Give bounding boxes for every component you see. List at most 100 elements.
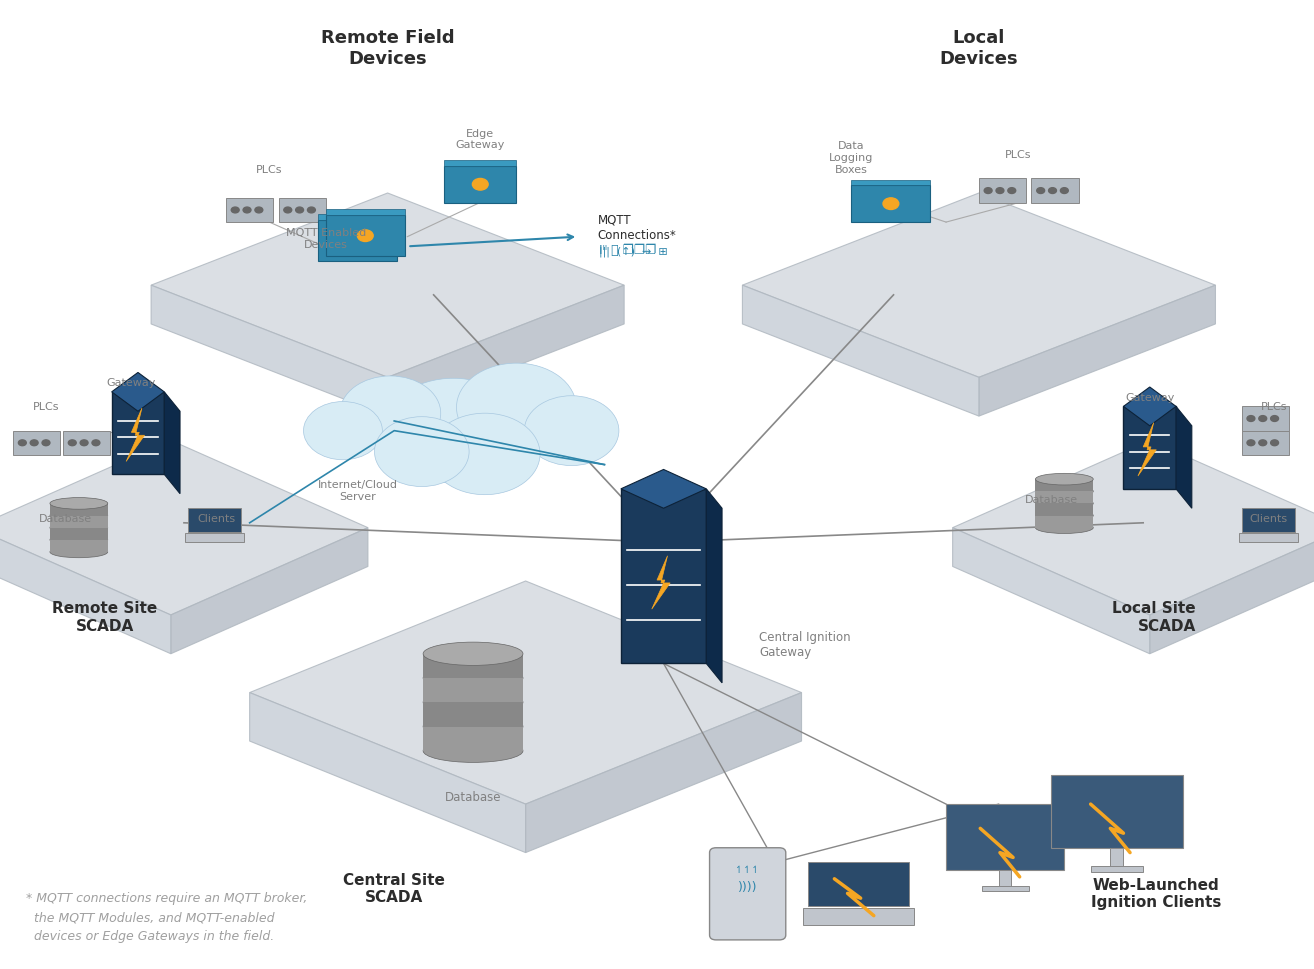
Circle shape: [456, 363, 577, 453]
Circle shape: [382, 379, 524, 484]
FancyBboxPatch shape: [13, 431, 60, 455]
FancyBboxPatch shape: [1123, 407, 1176, 489]
FancyBboxPatch shape: [710, 848, 786, 940]
Bar: [423, 678, 523, 703]
Circle shape: [374, 418, 469, 487]
Text: )))): )))): [738, 880, 757, 893]
Circle shape: [284, 208, 292, 214]
Ellipse shape: [1035, 498, 1093, 510]
Polygon shape: [979, 286, 1215, 417]
Text: Remote Site
SCADA: Remote Site SCADA: [53, 601, 158, 633]
Text: Local Site
SCADA: Local Site SCADA: [1112, 601, 1196, 633]
Circle shape: [80, 441, 88, 446]
Polygon shape: [164, 392, 180, 494]
Polygon shape: [1138, 423, 1156, 477]
Circle shape: [1049, 188, 1056, 195]
FancyBboxPatch shape: [1242, 407, 1289, 431]
Polygon shape: [171, 528, 368, 654]
Ellipse shape: [1035, 522, 1093, 534]
Circle shape: [1247, 417, 1255, 422]
Ellipse shape: [423, 739, 523, 763]
Text: Clients: Clients: [1248, 514, 1288, 523]
FancyBboxPatch shape: [1239, 533, 1298, 543]
Circle shape: [524, 396, 619, 466]
FancyBboxPatch shape: [1031, 179, 1079, 203]
Circle shape: [984, 188, 992, 195]
Polygon shape: [151, 194, 624, 378]
Bar: [318, 215, 397, 221]
Text: Database: Database: [39, 514, 92, 523]
Bar: [1035, 480, 1093, 492]
Circle shape: [340, 377, 440, 451]
Ellipse shape: [1035, 510, 1093, 521]
Text: MQTT Enabled
Devices: MQTT Enabled Devices: [285, 228, 367, 249]
Polygon shape: [0, 441, 368, 615]
Circle shape: [92, 441, 100, 446]
Bar: [982, 887, 1029, 891]
Bar: [851, 180, 930, 186]
Text: PLCs: PLCs: [1261, 402, 1288, 412]
Circle shape: [296, 208, 304, 214]
FancyBboxPatch shape: [1242, 509, 1294, 533]
Text: Local
Devices: Local Devices: [940, 29, 1018, 68]
Circle shape: [1008, 188, 1016, 195]
FancyBboxPatch shape: [188, 509, 242, 533]
Text: Database: Database: [1025, 494, 1077, 504]
Polygon shape: [1176, 407, 1192, 509]
Circle shape: [1060, 188, 1068, 195]
Polygon shape: [126, 409, 145, 462]
Ellipse shape: [50, 522, 108, 534]
Ellipse shape: [50, 535, 108, 547]
Polygon shape: [953, 528, 1150, 654]
Polygon shape: [652, 556, 670, 610]
Text: Data
Logging
Boxes: Data Logging Boxes: [829, 141, 874, 174]
FancyBboxPatch shape: [185, 533, 244, 543]
FancyBboxPatch shape: [851, 186, 930, 223]
Ellipse shape: [423, 715, 523, 738]
Circle shape: [231, 208, 239, 214]
Text: PLCs: PLCs: [256, 165, 283, 174]
Text: Clients: Clients: [197, 514, 237, 523]
FancyBboxPatch shape: [803, 908, 915, 925]
Bar: [1035, 492, 1093, 504]
Polygon shape: [388, 286, 624, 417]
FancyBboxPatch shape: [1242, 431, 1289, 455]
Ellipse shape: [423, 691, 523, 714]
Bar: [444, 161, 516, 167]
Circle shape: [42, 441, 50, 446]
Text: Web-Launched
Ignition Clients: Web-Launched Ignition Clients: [1091, 877, 1222, 909]
FancyBboxPatch shape: [279, 199, 326, 223]
Bar: [423, 727, 523, 751]
Polygon shape: [742, 286, 979, 417]
Circle shape: [350, 235, 365, 247]
Bar: [326, 210, 405, 216]
Circle shape: [1259, 441, 1267, 446]
Bar: [50, 516, 108, 528]
Bar: [1035, 504, 1093, 516]
FancyBboxPatch shape: [979, 179, 1026, 203]
Polygon shape: [151, 286, 388, 417]
FancyBboxPatch shape: [63, 431, 110, 455]
Text: PLCs: PLCs: [1005, 150, 1031, 160]
Polygon shape: [526, 693, 802, 853]
Circle shape: [473, 179, 489, 191]
Bar: [50, 541, 108, 552]
Text: Internet/Cloud
Server: Internet/Cloud Server: [318, 480, 397, 501]
Circle shape: [304, 402, 382, 460]
Text: ↿↿↿: ↿↿↿: [736, 864, 759, 874]
Ellipse shape: [1035, 474, 1093, 485]
Circle shape: [243, 208, 251, 214]
Text: Gateway: Gateway: [106, 378, 156, 388]
Text: |||  (↑)  ⇝  ⊞: ||| (↑) ⇝ ⊞: [599, 247, 668, 257]
Bar: [423, 703, 523, 727]
Polygon shape: [707, 489, 723, 683]
FancyBboxPatch shape: [620, 489, 707, 664]
Text: Database: Database: [445, 790, 501, 802]
Polygon shape: [112, 373, 164, 412]
Circle shape: [1247, 441, 1255, 446]
Ellipse shape: [1035, 485, 1093, 498]
Circle shape: [1259, 417, 1267, 422]
Ellipse shape: [50, 498, 108, 510]
Text: PLCs: PLCs: [33, 402, 59, 412]
Ellipse shape: [423, 642, 523, 666]
